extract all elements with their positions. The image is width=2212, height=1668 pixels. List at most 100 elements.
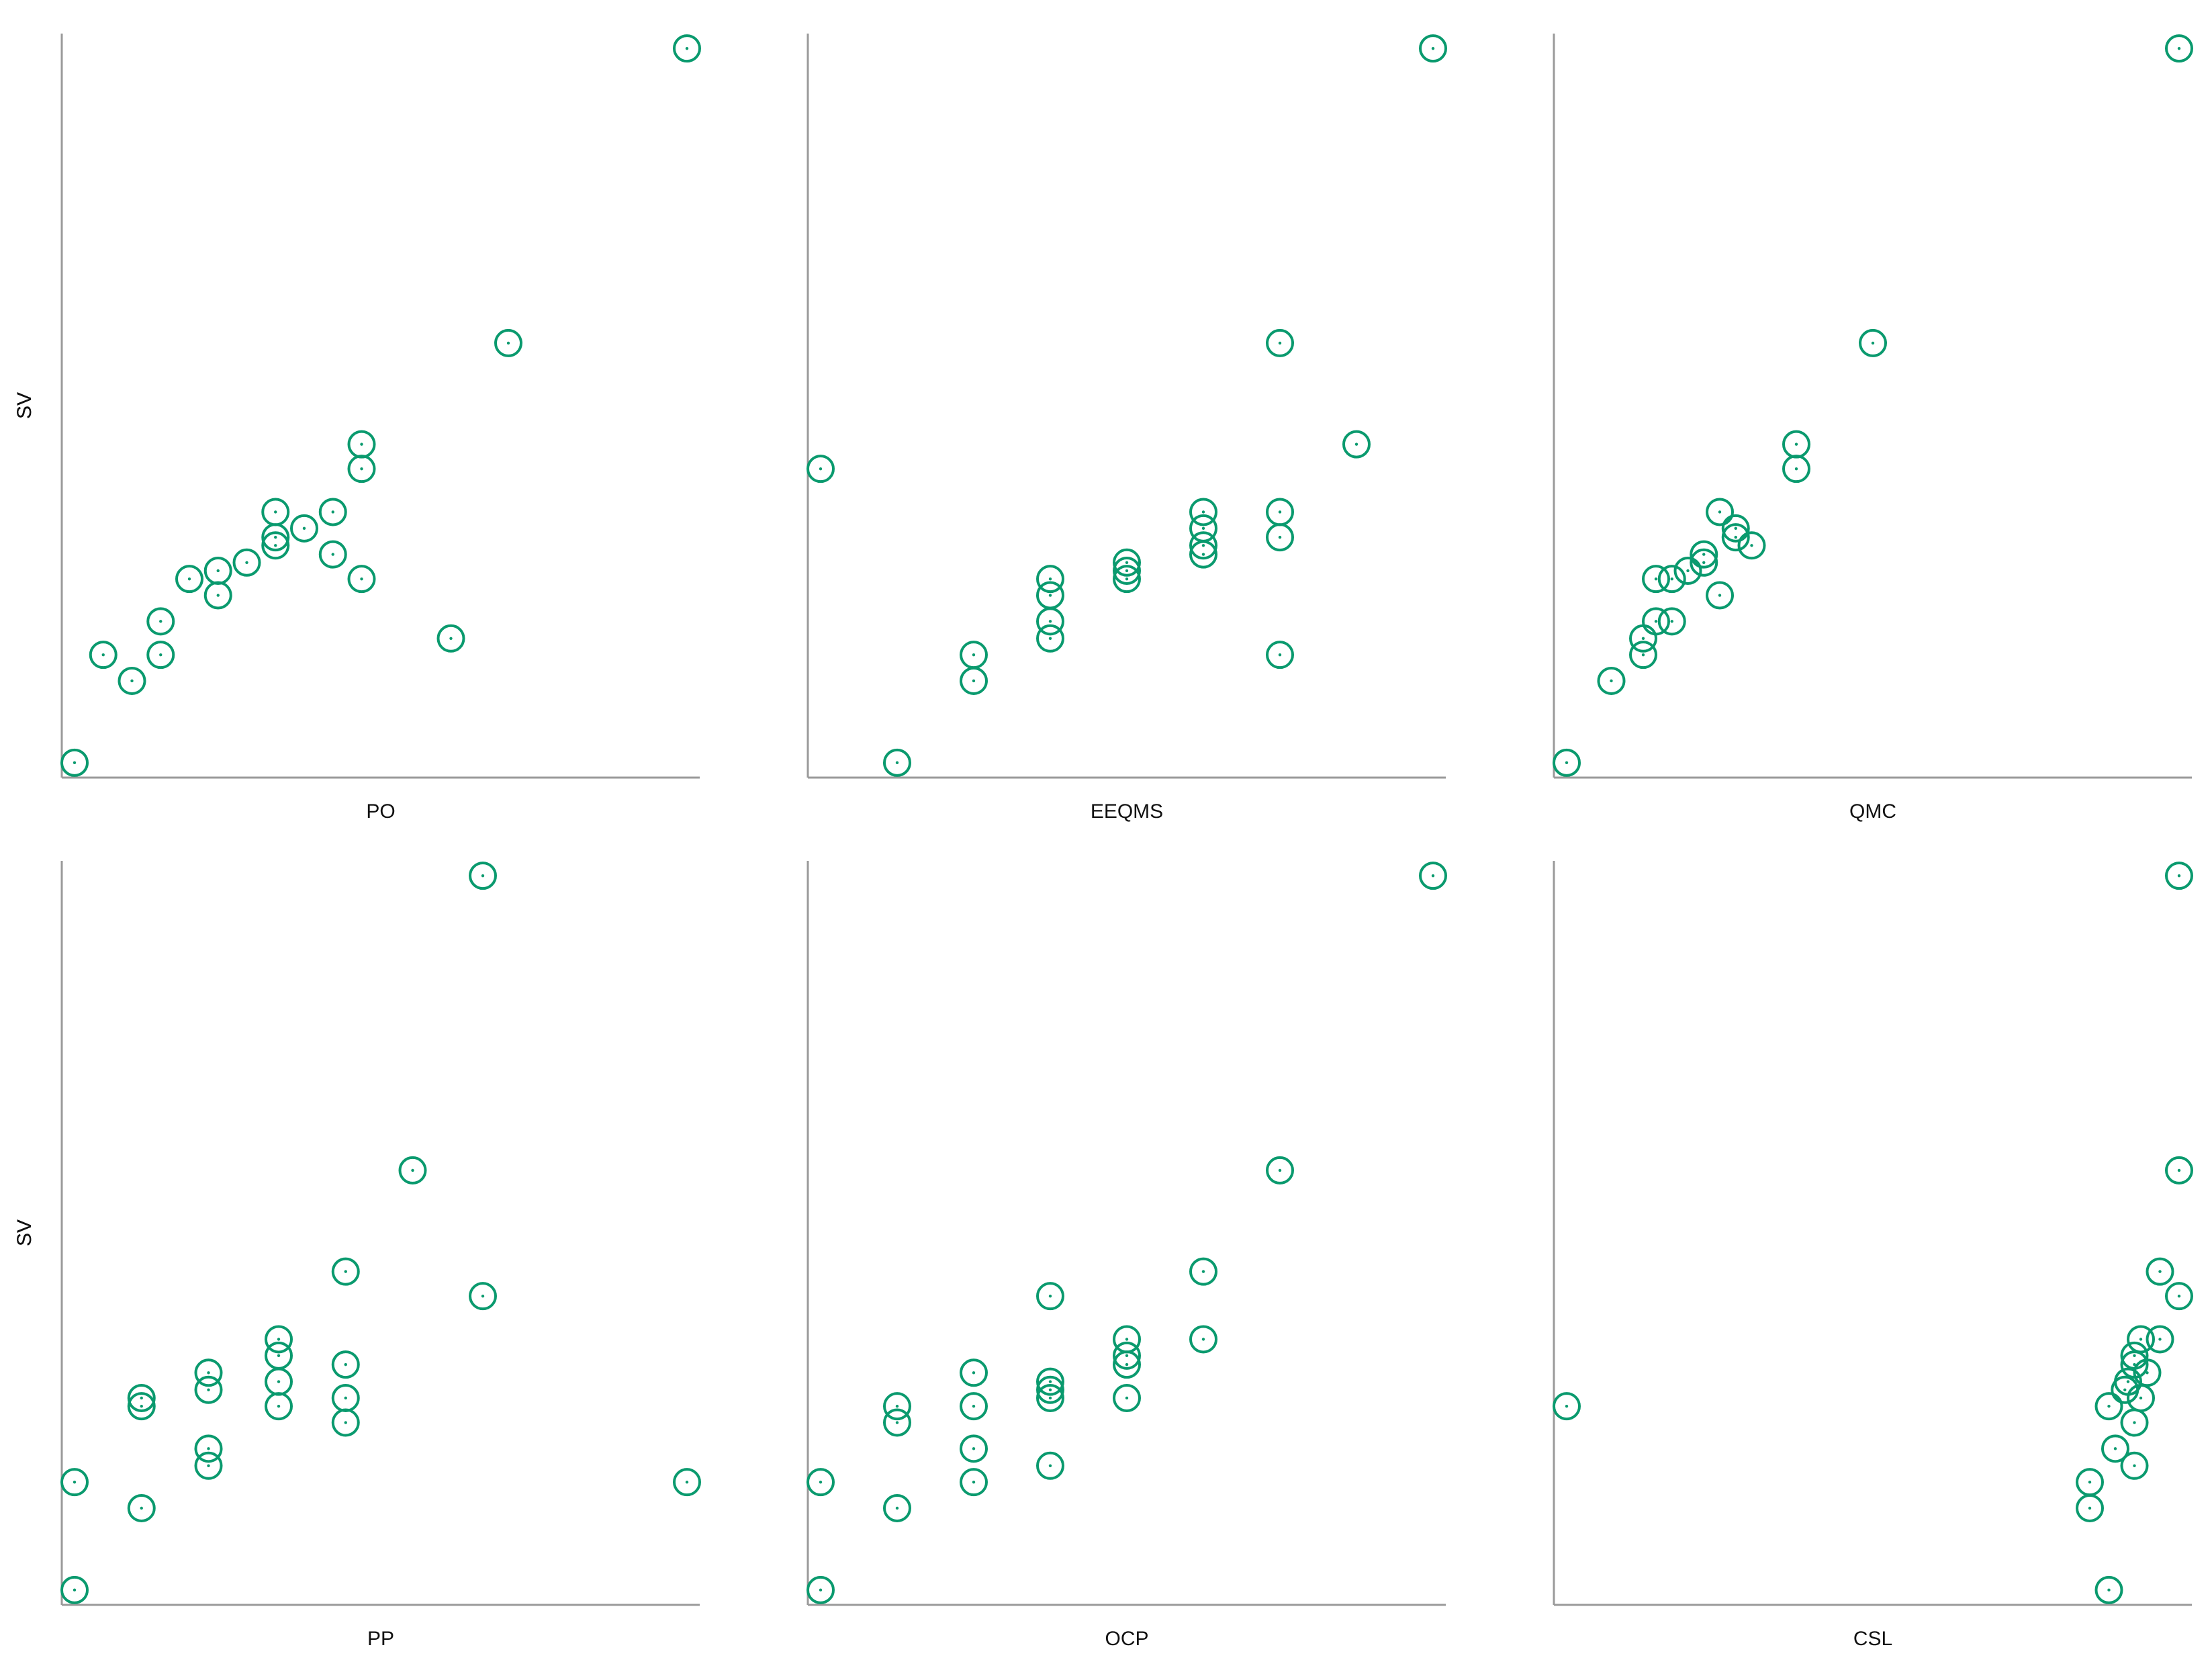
- y-axis-label: SV: [13, 1219, 36, 1246]
- data-point-ring: [265, 1341, 293, 1370]
- data-point: [2101, 1434, 2129, 1463]
- data-point-center: [1734, 526, 1737, 530]
- data-point-ring: [2127, 1325, 2155, 1354]
- data-point-ring: [127, 1383, 156, 1412]
- data-point-center: [1048, 620, 1052, 623]
- data-point-ring: [1737, 531, 1766, 560]
- data-point-ring: [1657, 565, 1686, 594]
- data-point: [60, 1468, 89, 1497]
- data-point-center: [1201, 553, 1205, 556]
- data-point-ring: [673, 1468, 701, 1497]
- data-point-ring: [883, 1408, 911, 1437]
- data-point: [469, 1282, 497, 1311]
- data-point-ring: [1629, 641, 1657, 669]
- data-point-ring: [1690, 548, 1718, 577]
- data-point-center: [344, 1362, 347, 1366]
- data-point-center: [1201, 510, 1205, 514]
- data-point-ring: [89, 641, 118, 669]
- data-point-ring: [265, 1325, 293, 1354]
- data-point-center: [2133, 1421, 2136, 1424]
- data-point-center: [411, 1168, 414, 1172]
- data-point: [1673, 556, 1702, 585]
- data-point: [194, 1358, 223, 1387]
- data-point-ring: [1553, 1392, 1581, 1421]
- data-point: [2076, 1468, 2104, 1497]
- data-point-ring: [1036, 1451, 1064, 1480]
- data-point-ring: [1113, 565, 1141, 594]
- data-point-center: [207, 1388, 210, 1391]
- data-point: [318, 498, 347, 526]
- data-point-center: [344, 1396, 347, 1400]
- scatter-panel: CSL SV: [13, 861, 2193, 1650]
- data-point: [1419, 862, 1447, 890]
- data-point-center: [274, 510, 277, 514]
- data-point: [175, 565, 203, 594]
- data-point-center: [1750, 544, 1753, 547]
- data-point-center: [2113, 1447, 2117, 1450]
- data-point-center: [1641, 653, 1645, 657]
- data-point: [2165, 862, 2193, 890]
- data-point-ring: [1189, 498, 1217, 526]
- data-point: [1266, 328, 1294, 357]
- data-point-ring: [1036, 1375, 1064, 1404]
- data-point-center: [2177, 1294, 2181, 1298]
- data-point-center: [1125, 1362, 1129, 1366]
- data-point-center: [140, 1396, 143, 1400]
- data-point-center: [2177, 46, 2181, 50]
- data-point: [883, 1408, 911, 1437]
- data-point: [232, 548, 261, 577]
- data-point: [1782, 430, 1810, 459]
- data-point-ring: [203, 581, 232, 610]
- data-point-ring: [194, 1375, 223, 1404]
- data-point-center: [1048, 1464, 1052, 1468]
- data-point-center: [1670, 620, 1673, 623]
- data-point-ring: [347, 430, 376, 459]
- data-point-ring: [1266, 498, 1294, 526]
- data-point-ring: [118, 666, 146, 695]
- data-point: [2133, 1358, 2162, 1387]
- data-point: [127, 1493, 156, 1522]
- data-point-center: [1048, 594, 1052, 597]
- data-point-ring: [347, 565, 376, 594]
- data-point: [1859, 328, 1887, 357]
- data-point-center: [1278, 535, 1282, 539]
- data-point: [673, 1468, 701, 1497]
- data-point-ring: [398, 1156, 427, 1185]
- data-point-center: [101, 653, 105, 657]
- data-point: [1036, 1367, 1064, 1396]
- data-point-center: [819, 467, 823, 471]
- data-point-ring: [494, 328, 522, 357]
- data-point: [1642, 565, 1670, 594]
- data-point: [2165, 34, 2193, 63]
- data-point-center: [1641, 637, 1645, 641]
- data-point-ring: [194, 1451, 223, 1480]
- data-point-center: [1048, 577, 1052, 581]
- data-point-ring: [290, 514, 318, 543]
- data-point-center: [1125, 1396, 1129, 1400]
- data-point-ring: [1419, 862, 1447, 890]
- data-point-ring: [673, 34, 701, 63]
- data-point-ring: [2120, 1451, 2149, 1480]
- data-point: [673, 34, 701, 63]
- data-point-center: [1125, 569, 1129, 573]
- data-point-center: [344, 1270, 347, 1273]
- data-point: [2146, 1257, 2174, 1286]
- data-point-ring: [807, 455, 835, 483]
- data-point: [290, 514, 318, 543]
- data-point-center: [2126, 1380, 2130, 1383]
- data-point: [960, 1358, 988, 1387]
- data-point-ring: [2076, 1468, 2104, 1497]
- data-point: [347, 430, 376, 459]
- data-point: [398, 1156, 427, 1185]
- data-point: [1721, 514, 1750, 543]
- x-axis-label: PP: [367, 1628, 394, 1650]
- data-point-center: [1718, 510, 1722, 514]
- data-point-center: [481, 874, 485, 878]
- data-point-ring: [127, 1493, 156, 1522]
- data-point-center: [216, 594, 220, 597]
- data-point-center: [449, 637, 453, 641]
- data-point-center: [274, 544, 277, 547]
- data-point-center: [481, 1294, 485, 1298]
- data-point-center: [344, 1421, 347, 1424]
- data-point-ring: [1036, 624, 1064, 653]
